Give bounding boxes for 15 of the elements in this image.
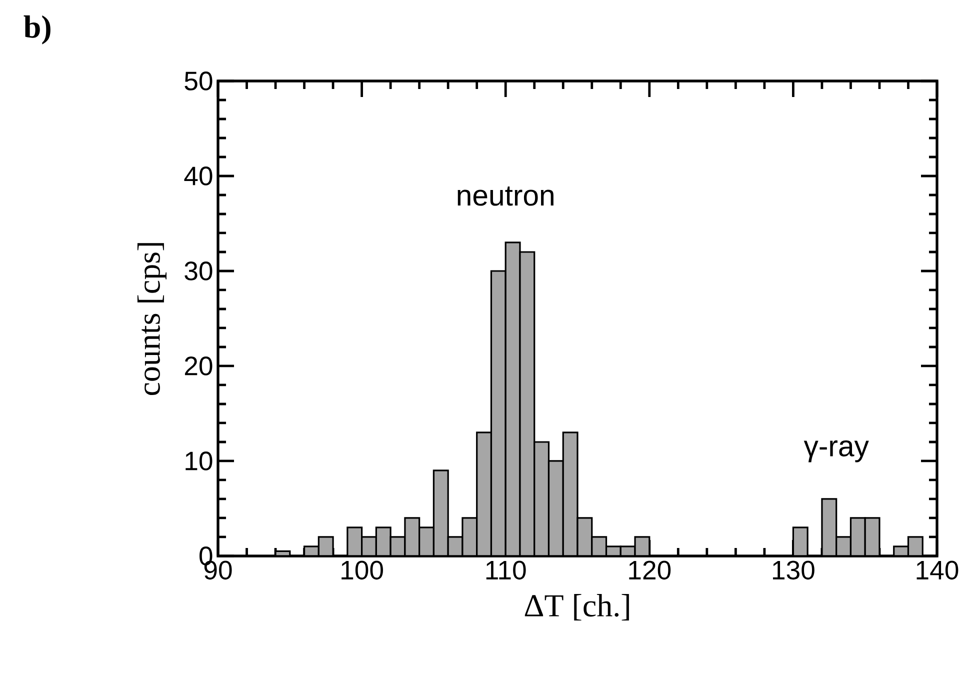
- y-tick-label: 10: [186, 452, 212, 470]
- x-tick-label: 130: [772, 560, 814, 580]
- x-tick-label: 120: [629, 560, 671, 580]
- y-tick-label: 20: [184, 356, 212, 376]
- x-axis-title: ΔT [ch.]: [524, 594, 629, 621]
- y-axis-title: counts [cps]: [137, 243, 166, 396]
- y-tick-label: 50: [184, 72, 212, 90]
- annotation: neutron: [458, 186, 554, 206]
- chart-title: b): [24, 15, 50, 44]
- x-tick-label: 100: [342, 560, 383, 580]
- y-tick-label: 30: [184, 262, 212, 280]
- x-tick-label: 140: [916, 560, 958, 580]
- y-tick-label: 40: [184, 166, 212, 186]
- x-tick-label: 110: [486, 560, 526, 580]
- annotation: γ-ray: [804, 440, 869, 462]
